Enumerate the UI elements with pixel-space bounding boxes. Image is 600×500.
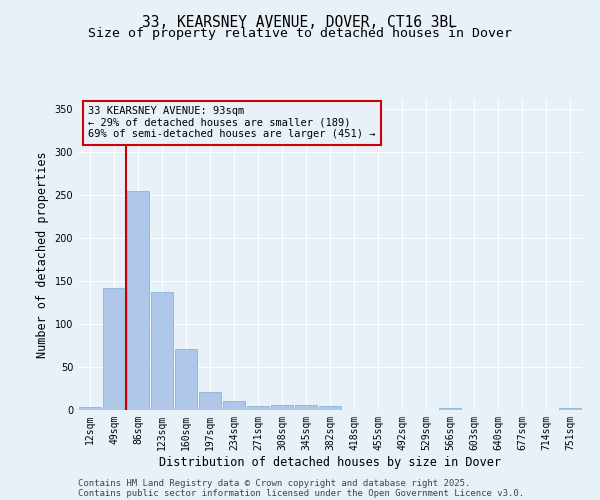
Bar xyxy=(559,408,581,410)
Bar xyxy=(271,405,293,410)
Bar xyxy=(223,402,245,410)
Text: Contains HM Land Registry data © Crown copyright and database right 2025.: Contains HM Land Registry data © Crown c… xyxy=(78,478,470,488)
Y-axis label: Number of detached properties: Number of detached properties xyxy=(36,152,49,358)
Bar xyxy=(79,406,101,410)
X-axis label: Distribution of detached houses by size in Dover: Distribution of detached houses by size … xyxy=(159,456,501,468)
Bar xyxy=(127,192,149,410)
Text: 33, KEARSNEY AVENUE, DOVER, CT16 3BL: 33, KEARSNEY AVENUE, DOVER, CT16 3BL xyxy=(143,15,458,30)
Text: Size of property relative to detached houses in Dover: Size of property relative to detached ho… xyxy=(88,28,512,40)
Bar xyxy=(247,406,269,410)
Bar xyxy=(103,288,125,410)
Text: Contains public sector information licensed under the Open Government Licence v3: Contains public sector information licen… xyxy=(78,488,524,498)
Bar xyxy=(175,349,197,410)
Bar xyxy=(439,408,461,410)
Bar xyxy=(151,292,173,410)
Text: 33 KEARSNEY AVENUE: 93sqm
← 29% of detached houses are smaller (189)
69% of semi: 33 KEARSNEY AVENUE: 93sqm ← 29% of detac… xyxy=(88,106,376,140)
Bar xyxy=(295,405,317,410)
Bar xyxy=(319,406,341,410)
Bar xyxy=(199,392,221,410)
